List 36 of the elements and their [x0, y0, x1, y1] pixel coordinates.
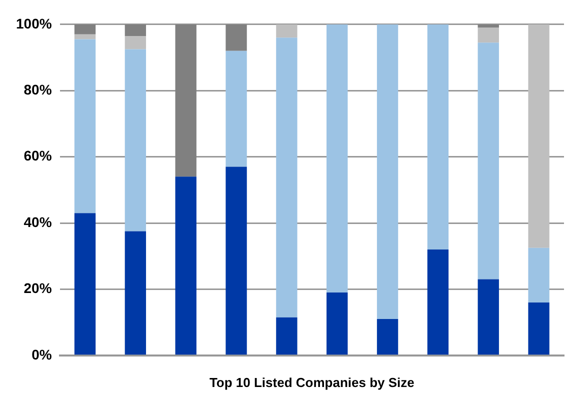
- bar: [326, 24, 348, 293]
- bar: [124, 49, 146, 232]
- bar: [427, 249, 449, 355]
- y-tick-label: 60%: [24, 148, 52, 164]
- bar: [528, 248, 550, 302]
- bar: [124, 36, 146, 50]
- bar: [478, 24, 499, 28]
- bar: [478, 28, 499, 43]
- y-tick-label: 40%: [24, 214, 52, 230]
- bar: [226, 24, 247, 51]
- bar: [276, 24, 298, 38]
- bar: [326, 292, 348, 355]
- y-tick-label: 80%: [24, 81, 52, 98]
- bar: [276, 38, 298, 318]
- bar: [226, 166, 247, 355]
- y-tick-label: 0%: [32, 346, 52, 362]
- bar: [74, 39, 96, 214]
- bar: [376, 318, 398, 355]
- bar: [427, 24, 449, 250]
- bar: [74, 213, 96, 355]
- bar: [528, 302, 550, 355]
- bar: [124, 231, 146, 355]
- bar: [175, 24, 196, 177]
- bar: [74, 34, 96, 40]
- x-axis-title: Top 10 Listed Companies by Size: [209, 374, 414, 390]
- bar: [276, 317, 298, 355]
- bar: [376, 24, 398, 319]
- bar: [175, 176, 196, 355]
- bar: [74, 24, 96, 34]
- bar: [478, 42, 499, 280]
- bar: [478, 279, 499, 355]
- y-tick-label: 20%: [24, 280, 52, 296]
- y-tick-label: 100%: [16, 15, 52, 32]
- bar: [226, 50, 247, 167]
- bar: [124, 24, 146, 36]
- bar: [528, 24, 550, 248]
